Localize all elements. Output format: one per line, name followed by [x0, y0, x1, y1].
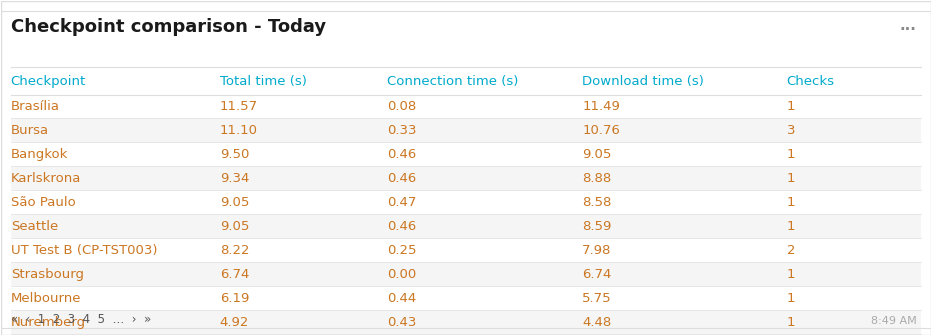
- Text: 4.92: 4.92: [220, 316, 249, 329]
- FancyBboxPatch shape: [10, 143, 922, 166]
- FancyBboxPatch shape: [10, 263, 922, 286]
- Text: 8.58: 8.58: [582, 196, 611, 209]
- FancyBboxPatch shape: [10, 95, 922, 118]
- Text: 1: 1: [787, 268, 795, 281]
- Text: 0.46: 0.46: [387, 148, 417, 161]
- Text: Brasília: Brasília: [10, 100, 60, 113]
- Text: 6.74: 6.74: [220, 268, 249, 281]
- Text: 0.25: 0.25: [387, 244, 417, 257]
- Text: 5.75: 5.75: [582, 292, 611, 305]
- Text: 11.57: 11.57: [220, 100, 258, 113]
- Text: 1: 1: [787, 220, 795, 233]
- Text: 11.49: 11.49: [582, 100, 620, 113]
- Text: 0.43: 0.43: [387, 316, 417, 329]
- Text: 1: 1: [787, 316, 795, 329]
- Text: 0.46: 0.46: [387, 172, 417, 185]
- Text: 0.33: 0.33: [387, 124, 417, 137]
- Text: Melbourne: Melbourne: [10, 292, 81, 305]
- FancyBboxPatch shape: [10, 311, 922, 334]
- Text: Checks: Checks: [787, 75, 834, 88]
- Text: 11.10: 11.10: [220, 124, 258, 137]
- Text: 8.88: 8.88: [582, 172, 611, 185]
- Text: 6.19: 6.19: [220, 292, 249, 305]
- Text: 10.76: 10.76: [582, 124, 620, 137]
- Text: 1: 1: [787, 100, 795, 113]
- FancyBboxPatch shape: [10, 215, 922, 238]
- Text: Connection time (s): Connection time (s): [387, 75, 518, 88]
- Text: 4.48: 4.48: [582, 316, 611, 329]
- Text: UT Test B (CP-TST003): UT Test B (CP-TST003): [10, 244, 158, 257]
- Text: ...: ...: [899, 18, 917, 33]
- Text: 2: 2: [787, 244, 795, 257]
- Text: Strasbourg: Strasbourg: [10, 268, 84, 281]
- FancyBboxPatch shape: [10, 119, 922, 142]
- Text: «  ‹  1  2  3  4  5  …  ›  »: « ‹ 1 2 3 4 5 … › »: [10, 313, 151, 326]
- Text: Seattle: Seattle: [10, 220, 58, 233]
- Text: Karlskrona: Karlskrona: [10, 172, 81, 185]
- Text: 9.34: 9.34: [220, 172, 249, 185]
- Text: Download time (s): Download time (s): [582, 75, 704, 88]
- FancyBboxPatch shape: [10, 287, 922, 310]
- Text: Nuremberg: Nuremberg: [10, 316, 86, 329]
- Text: 8.59: 8.59: [582, 220, 611, 233]
- Text: 8:49 AM: 8:49 AM: [870, 316, 917, 326]
- Text: 9.05: 9.05: [582, 148, 611, 161]
- Text: Bangkok: Bangkok: [10, 148, 68, 161]
- FancyBboxPatch shape: [10, 167, 922, 190]
- Text: São Paulo: São Paulo: [10, 196, 75, 209]
- Text: 0.08: 0.08: [387, 100, 417, 113]
- Text: 9.05: 9.05: [220, 220, 249, 233]
- Text: 0.00: 0.00: [387, 268, 417, 281]
- Text: 3: 3: [787, 124, 795, 137]
- FancyBboxPatch shape: [10, 239, 922, 262]
- Text: Bursa: Bursa: [10, 124, 48, 137]
- Text: 6.74: 6.74: [582, 268, 611, 281]
- Text: 9.50: 9.50: [220, 148, 249, 161]
- Text: 1: 1: [787, 172, 795, 185]
- Text: 1: 1: [787, 148, 795, 161]
- Text: 0.46: 0.46: [387, 220, 417, 233]
- Text: 0.44: 0.44: [387, 292, 417, 305]
- FancyBboxPatch shape: [10, 191, 922, 214]
- Text: 9.05: 9.05: [220, 196, 249, 209]
- Text: 1: 1: [787, 292, 795, 305]
- Text: 7.98: 7.98: [582, 244, 611, 257]
- Text: 8.22: 8.22: [220, 244, 249, 257]
- Text: Checkpoint: Checkpoint: [10, 75, 86, 88]
- Text: Checkpoint comparison - Today: Checkpoint comparison - Today: [10, 18, 326, 36]
- Text: 0.47: 0.47: [387, 196, 417, 209]
- Text: Total time (s): Total time (s): [220, 75, 307, 88]
- Text: 1: 1: [787, 196, 795, 209]
